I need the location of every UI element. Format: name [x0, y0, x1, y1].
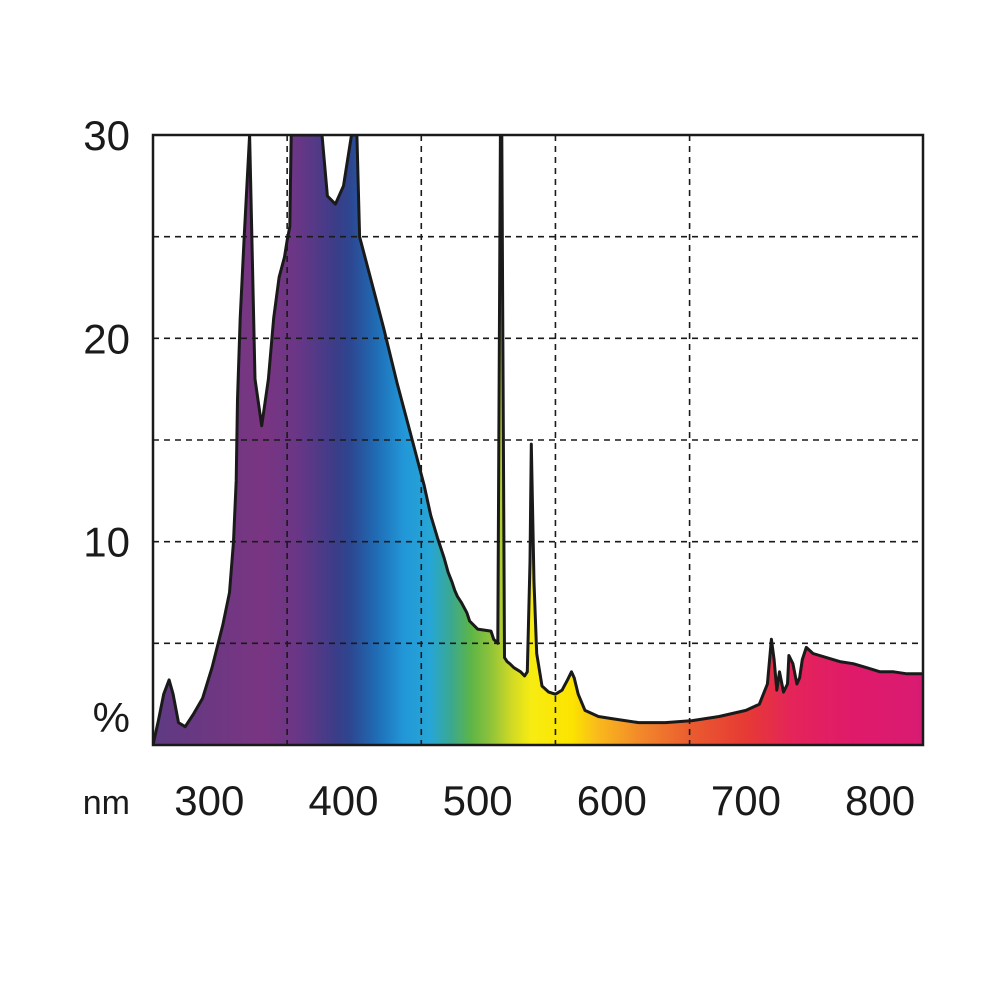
plot-frame: [151, 133, 925, 747]
y-unit-label: %: [93, 694, 130, 741]
x-tick-label: 400: [308, 777, 378, 824]
spectrum-area: [153, 135, 923, 745]
x-unit-label: nm: [83, 784, 130, 822]
x-tick-label: 800: [845, 777, 915, 824]
x-tick-label: 300: [174, 777, 244, 824]
x-tick-label: 500: [443, 777, 513, 824]
x-tick-label: 700: [711, 777, 781, 824]
y-tick-label: 30: [83, 112, 130, 159]
y-tick-label: 20: [83, 315, 130, 362]
y-tick-label: 10: [83, 519, 130, 566]
x-tick-label: 600: [577, 777, 647, 824]
